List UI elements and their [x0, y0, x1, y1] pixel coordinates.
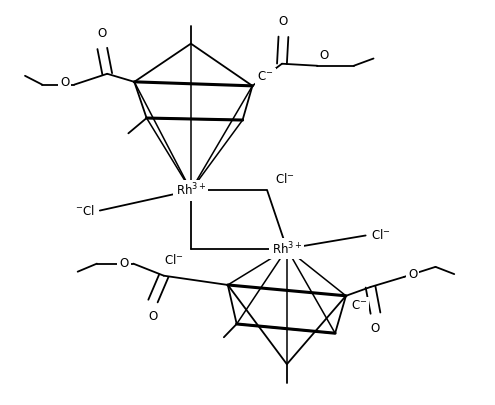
Text: O: O — [279, 15, 288, 28]
Text: Cl$^{-}$: Cl$^{-}$ — [164, 253, 184, 267]
Text: O: O — [408, 269, 417, 281]
Text: O: O — [98, 27, 107, 40]
Text: Rh$^{3+}$: Rh$^{3+}$ — [176, 182, 206, 199]
Text: C$^{-}$: C$^{-}$ — [351, 299, 367, 312]
Text: O: O — [60, 76, 69, 89]
Text: O: O — [148, 310, 157, 323]
Text: $^{-}$Cl: $^{-}$Cl — [75, 204, 95, 217]
Text: O: O — [119, 257, 128, 270]
Text: O: O — [371, 322, 380, 335]
Text: Rh$^{3+}$: Rh$^{3+}$ — [272, 241, 302, 257]
Text: Cl$^{-}$: Cl$^{-}$ — [371, 228, 390, 243]
Text: C$^{-}$: C$^{-}$ — [257, 70, 274, 83]
Text: O: O — [320, 49, 329, 62]
Text: Cl$^{-}$: Cl$^{-}$ — [275, 173, 294, 186]
